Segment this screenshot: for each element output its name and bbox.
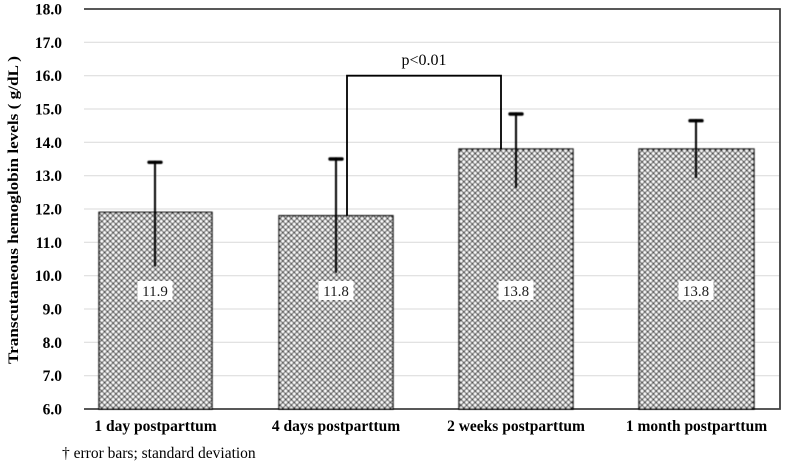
svg-text:11.8: 11.8 <box>323 284 349 300</box>
svg-text:2 weeks postparttum: 2 weeks postparttum <box>447 418 585 435</box>
svg-text:16.0: 16.0 <box>35 68 62 85</box>
svg-text:12.0: 12.0 <box>35 202 62 219</box>
svg-text:1 month postparttum: 1 month postparttum <box>626 418 767 435</box>
svg-text:11.9: 11.9 <box>142 284 168 300</box>
svg-text:8.0: 8.0 <box>43 335 63 352</box>
svg-text:11.0: 11.0 <box>36 235 63 252</box>
svg-text:1 day postparttum: 1 day postparttum <box>94 418 216 435</box>
svg-text:15.0: 15.0 <box>35 102 62 119</box>
svg-text:14.0: 14.0 <box>35 135 62 152</box>
svg-text:† error bars; standard deviati: † error bars; standard deviation <box>62 445 256 462</box>
svg-text:9.0: 9.0 <box>43 302 63 319</box>
svg-text:17.0: 17.0 <box>35 35 62 52</box>
svg-text:13.8: 13.8 <box>683 284 709 300</box>
svg-text:p<0.01: p<0.01 <box>401 52 446 69</box>
svg-text:10.0: 10.0 <box>35 268 62 285</box>
svg-text:6.0: 6.0 <box>43 402 63 419</box>
svg-text:18.0: 18.0 <box>35 2 62 19</box>
svg-text:7.0: 7.0 <box>43 368 63 385</box>
svg-text:13.8: 13.8 <box>503 284 529 300</box>
svg-text:Transcutaneous hemoglobin leve: Transcutaneous hemoglobin levels ( g/dL … <box>6 56 22 364</box>
svg-text:13.0: 13.0 <box>35 168 62 185</box>
svg-text:4 days postparttum: 4 days postparttum <box>272 418 400 435</box>
